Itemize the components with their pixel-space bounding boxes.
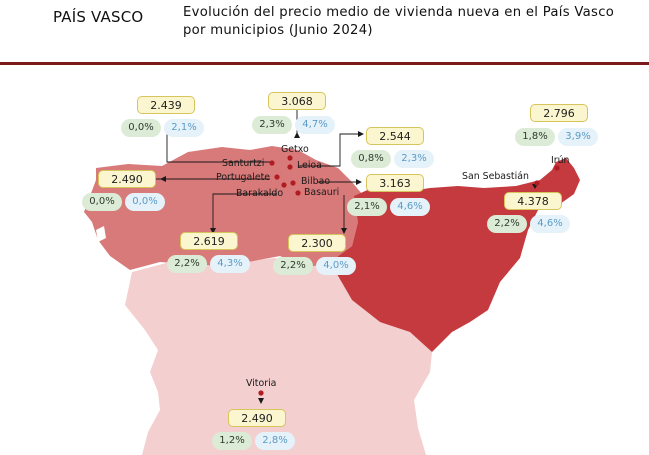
price-box-irun: 2.796 [530, 104, 588, 122]
change-a-bilbao: 2,1% [347, 198, 387, 216]
change-a-barakaldo: 2,2% [167, 255, 207, 273]
price-box-bilbao: 3.163 [366, 174, 424, 192]
price-box-leioa: 2.544 [366, 127, 424, 145]
enclave [96, 226, 106, 242]
change-b-getxo: 4,7% [295, 116, 335, 134]
price-box-san-sebastian: 4.378 [504, 192, 562, 210]
change-b-leioa: 2,3% [394, 150, 434, 168]
change-a-san-sebastian: 2,2% [487, 215, 527, 233]
dot-portugalete[interactable] [274, 174, 280, 180]
connector-lines [153, 110, 549, 230]
change-b-portugalete: 0,0% [125, 193, 165, 211]
city-label-basauri: Basauri [304, 187, 340, 198]
change-a-santurtzi: 0,0% [121, 119, 161, 137]
change-a-portugalete: 0,0% [82, 193, 122, 211]
city-label-bilbao: Bilbao [301, 176, 331, 187]
change-a-irun: 1,8% [515, 128, 555, 146]
dot-getxo[interactable] [287, 155, 293, 161]
change-a-leioa: 0,8% [351, 150, 391, 168]
city-label-san-sebastian: San Sebastián [462, 171, 529, 182]
dot-barakaldo[interactable] [281, 182, 287, 188]
city-label-getxo: Getxo [281, 144, 309, 155]
city-label-leioa: Leioa [297, 160, 322, 171]
change-b-santurtzi: 2,1% [164, 119, 204, 137]
dot-bilbao[interactable] [290, 180, 296, 186]
change-b-basauri: 4,0% [316, 257, 356, 275]
city-label-barakaldo: Barakaldo [236, 188, 284, 199]
price-box-santurtzi: 2.439 [137, 96, 195, 114]
price-box-vitoria: 2.490 [228, 409, 286, 427]
dot-santurtzi[interactable] [269, 160, 275, 166]
dot-leioa[interactable] [287, 164, 293, 170]
change-b-irun: 3,9% [558, 128, 598, 146]
change-b-san-sebastian: 4,6% [530, 215, 570, 233]
dot-irun[interactable] [554, 165, 560, 171]
dot-vitoria[interactable] [258, 390, 264, 396]
city-label-vitoria: Vitoria [246, 378, 277, 389]
change-a-vitoria: 1,2% [212, 432, 252, 450]
change-b-vitoria: 2,8% [255, 432, 295, 450]
city-dots [258, 155, 560, 396]
araba-province [125, 258, 432, 455]
dot-basauri[interactable] [295, 190, 301, 196]
price-box-getxo: 3.068 [268, 92, 326, 110]
page-title: Evolución del precio medio de vivienda n… [183, 5, 615, 38]
change-a-getxo: 2,3% [252, 116, 292, 134]
price-box-barakaldo: 2.619 [180, 232, 238, 250]
price-box-basauri: 2.300 [288, 234, 346, 252]
region-title: PAÍS VASCO [53, 8, 144, 26]
change-b-barakaldo: 4,3% [210, 255, 250, 273]
change-a-basauri: 2,2% [273, 257, 313, 275]
price-box-portugalete: 2.490 [98, 170, 156, 188]
city-label-santurtzi: Santurtzi [222, 158, 265, 169]
city-label-portugalete: Portugalete [216, 172, 271, 183]
dot-san-sebastian[interactable] [534, 180, 540, 186]
city-label-irun: Irún [551, 155, 570, 166]
header-divider [0, 62, 649, 65]
change-b-bilbao: 4,6% [390, 198, 430, 216]
